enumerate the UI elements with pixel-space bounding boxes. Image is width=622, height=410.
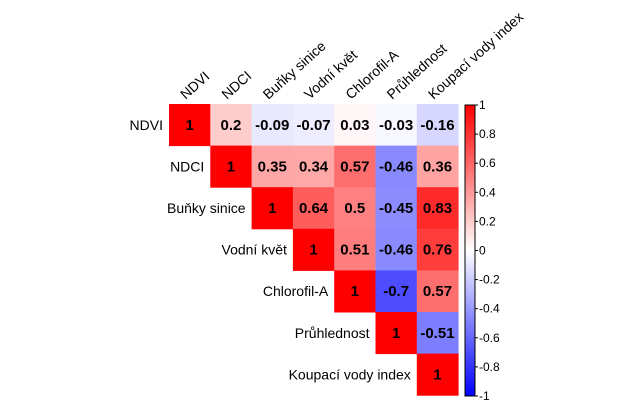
cell-value-label: 0.36 <box>423 158 452 175</box>
heatmap-cell <box>334 145 376 188</box>
heatmap-cell <box>210 104 253 147</box>
cell-value-label: -0.7 <box>383 283 409 300</box>
heatmap-cell <box>375 104 418 147</box>
cell-value-label: 0.5 <box>344 200 365 217</box>
colorbar-tick-label: -0.8 <box>479 360 500 374</box>
cell-value-label: 0.2 <box>221 117 242 134</box>
colorbar-tick-label: 1 <box>479 98 486 112</box>
heatmap-cell <box>375 187 418 230</box>
row-label: NDCI <box>170 158 204 174</box>
colorbar-tick-label: 0 <box>479 244 486 258</box>
cell-value-label: 0.03 <box>340 117 369 134</box>
heatmap-cell <box>375 228 418 271</box>
heatmap-cell <box>416 353 459 396</box>
cell-value-label: 1 <box>227 158 235 175</box>
heatmap-cell <box>416 270 459 313</box>
cell-value-label: 0.83 <box>423 200 452 217</box>
cell-value-label: 0.57 <box>340 158 369 175</box>
heatmap-cell <box>416 312 459 355</box>
heatmap-cell <box>292 228 335 271</box>
cell-value-label: 0.76 <box>423 242 452 259</box>
colorbar-tick-label: -1 <box>479 389 490 403</box>
heatmap-cell <box>375 145 418 188</box>
cell-value-label: 1 <box>309 242 317 259</box>
cell-value-label: 1 <box>268 200 276 217</box>
heatmap-cell <box>334 104 376 147</box>
cell-value-label: -0.46 <box>379 242 413 259</box>
cell-value-label: 0.34 <box>299 158 329 175</box>
heatmap-cell <box>416 145 459 188</box>
cell-value-label: 1 <box>433 366 441 383</box>
cell-value-label: -0.03 <box>379 117 413 134</box>
colorbar-tick-label: -0.4 <box>479 302 500 316</box>
cell-value-label: 0.57 <box>423 283 452 300</box>
row-label: Vodní květ <box>222 242 287 258</box>
colorbar-tick-label: -0.6 <box>479 331 500 345</box>
row-label: Koupací vody index <box>289 366 411 382</box>
cell-value-label: 0.64 <box>299 200 329 217</box>
cell-value-label: 1 <box>185 117 193 134</box>
colorbar-tick-label: 0.8 <box>479 127 496 141</box>
heatmap-cell <box>334 187 376 230</box>
heatmap-cell <box>251 145 294 188</box>
heatmap-cell <box>375 312 418 355</box>
colorbar-tick-label: 0.4 <box>479 185 496 199</box>
cell-value-label: -0.45 <box>379 200 413 217</box>
heatmap-cell <box>251 104 294 147</box>
cell-value-label: 1 <box>351 283 359 300</box>
cell-value-label: -0.46 <box>379 158 413 175</box>
heatmap-cell <box>292 145 335 188</box>
column-label: NDVI <box>177 68 213 102</box>
heatmap-cell <box>375 270 418 313</box>
cell-value-label: -0.07 <box>296 117 330 134</box>
cell-value-label: 1 <box>392 325 400 342</box>
heatmap-cell <box>210 145 253 188</box>
heatmap-cell <box>292 187 335 230</box>
heatmap-cell <box>416 104 459 147</box>
heatmap-cell <box>334 228 376 271</box>
row-label: Buňky sinice <box>167 200 246 216</box>
cell-value-label: -0.51 <box>420 325 454 342</box>
colorbar <box>464 104 476 397</box>
heatmap-cell <box>416 228 459 271</box>
cell-value-label: 0.51 <box>340 242 369 259</box>
cell-value-label: 0.35 <box>258 158 287 175</box>
heatmap-cell <box>416 187 459 230</box>
row-label: NDVI <box>130 117 163 133</box>
colorbar-tick-label: 0.6 <box>479 156 496 170</box>
heatmap-cell <box>251 187 294 230</box>
heatmap-cell <box>334 270 376 313</box>
colorbar-tick-label: -0.2 <box>479 273 500 287</box>
heatmap-cell <box>169 104 211 147</box>
heatmap-cell <box>292 104 335 147</box>
row-label: Průhlednost <box>295 325 370 341</box>
colorbar-tick-label: 0.2 <box>479 214 496 228</box>
cell-value-label: -0.16 <box>420 117 454 134</box>
column-label: NDCI <box>218 67 254 102</box>
cell-value-label: -0.09 <box>255 117 289 134</box>
row-label: Chlorofil-A <box>263 283 329 299</box>
